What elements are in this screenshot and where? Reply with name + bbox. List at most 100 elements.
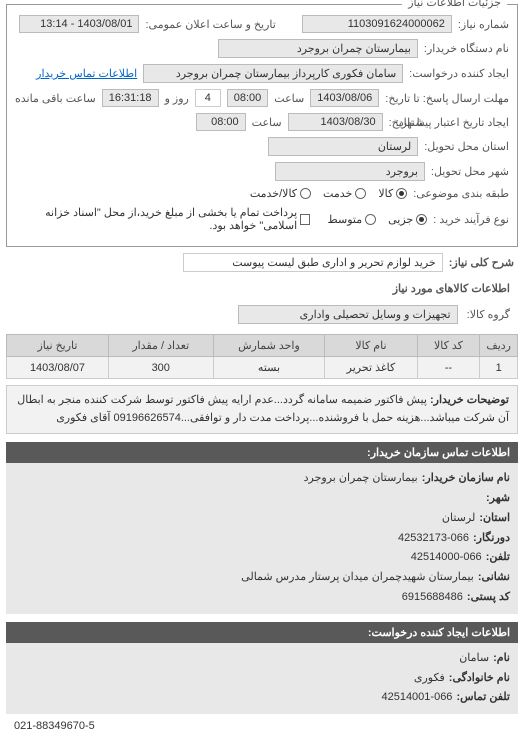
td-date: 1403/08/07: [7, 357, 109, 379]
bottom-phone: 021-88349670-5: [6, 720, 518, 732]
radio-both-label: کالا/خدمت: [250, 187, 297, 200]
creator-value: سامان فکوری کارپرداز بیمارستان چمران برو…: [143, 64, 403, 83]
items-section-header: اطلاعات کالاهای مورد نیاز: [6, 278, 518, 299]
pay-checkbox[interactable]: [300, 214, 309, 225]
time-label-1: ساعت: [274, 92, 304, 105]
items-table: ردیف کد کالا نام کالا واحد شمارش تعداد /…: [6, 334, 518, 379]
days-label: روز و: [165, 92, 189, 105]
cc-name: سامان: [459, 649, 489, 669]
th-unit: واحد شمارش: [213, 335, 325, 357]
row-validity: ایجاد تاریخ اعتبار پیشنهاد: تا تاریخ: 14…: [15, 113, 509, 131]
city-value: بروجرد: [275, 162, 425, 181]
buyer-org-label: نام دستگاه خریدار:: [424, 42, 509, 55]
row-city: شهر محل تحویل: بروجرد: [15, 162, 509, 181]
subject-class-label: طبقه بندی موضوعی:: [413, 187, 509, 200]
contact-buyer-header: اطلاعات تماس سازمان خریدار:: [6, 442, 518, 463]
subject-radio-group: کالا خدمت کالا/خدمت: [250, 187, 407, 200]
row-need-no: شماره نیاز: 1103091624000062 تاریخ و ساع…: [15, 15, 509, 33]
radio-medium-item[interactable]: متوسط: [328, 213, 377, 226]
cb-state: لرستان: [442, 509, 475, 529]
cb-fax-label: دورنگار:: [473, 529, 510, 549]
cc-tel: 42514001-066: [381, 688, 452, 708]
cc-family-label: نام خانوادگی:: [449, 669, 510, 689]
row-buy-type: نوع فرآیند خرید : جزیی متوسط پرداخت تمام…: [15, 206, 509, 232]
description-box: توضیحات خریدار: پیش فاکتور ضمیمه سامانه …: [6, 385, 518, 434]
datetime-value: 1403/08/01 - 13:14: [19, 15, 139, 33]
city-label: شهر محل تحویل:: [431, 165, 509, 178]
state-value: لرستان: [268, 137, 418, 156]
radio-partial[interactable]: [416, 214, 427, 225]
deadline-time: 08:00: [227, 89, 269, 107]
time-label-2: ساعت: [252, 116, 282, 129]
deadline-date: 1403/08/06: [310, 89, 379, 107]
radio-service-item[interactable]: خدمت: [323, 187, 366, 200]
row-need-desc: شرح کلی نیاز: خرید لوازم تحریر و اداری ط…: [10, 253, 514, 272]
cb-addr: بیمارستان شهیدچمران میدان پرستار مدرس شم…: [241, 568, 474, 588]
group-value: تجهیزات و وسایل تحصیلی واداری: [238, 305, 458, 324]
radio-service-label: خدمت: [323, 187, 352, 200]
datetime-label: تاریخ و ساعت اعلان عمومی:: [145, 18, 275, 31]
panel-title: جزئیات اطلاعات نیاز: [402, 0, 507, 9]
td-name: کاغذ تحریر: [325, 357, 417, 379]
need-no-label: شماره نیاز:: [458, 18, 509, 31]
cb-postal: 6915688486: [402, 588, 463, 608]
td-row-no: 1: [480, 357, 518, 379]
row-state: استان محل تحویل: لرستان: [15, 137, 509, 156]
radio-medium[interactable]: [365, 214, 376, 225]
buy-type-radio-group: جزیی متوسط: [328, 213, 428, 226]
radio-partial-item[interactable]: جزیی: [388, 213, 427, 226]
cb-tel-label: تلفن:: [486, 548, 510, 568]
radio-service[interactable]: [355, 188, 366, 199]
need-no-value: 1103091624000062: [302, 15, 452, 33]
cb-org-label: نام سازمان خریدار:: [422, 469, 510, 489]
validity-label: تا تاریخ:: [389, 116, 423, 129]
radio-medium-label: متوسط: [328, 213, 363, 226]
state-label: استان محل تحویل:: [424, 140, 509, 153]
group-row: گروه کالا: تجهیزات و وسایل تحصیلی واداری: [6, 301, 518, 328]
row-buyer-org: نام دستگاه خریدار: بیمارستان چمران بروجر…: [15, 39, 509, 58]
buyer-org-value: بیمارستان چمران بروجرد: [218, 39, 418, 58]
contact-creator-section: اطلاعات ایجاد کننده درخواست: نام:سامان ن…: [6, 622, 518, 714]
th-name: نام کالا: [325, 335, 417, 357]
contact-creator-body: نام:سامان نام خانوادگی:فکوری تلفن تماس:4…: [6, 643, 518, 714]
deadline-label: مهلت ارسال پاسخ: تا تاریخ:: [385, 92, 509, 105]
row-deadline: مهلت ارسال پاسخ: تا تاریخ: 1403/08/06 سا…: [15, 89, 509, 107]
creator-label: ایجاد کننده درخواست:: [409, 67, 509, 80]
cb-state-label: استان:: [479, 509, 510, 529]
cb-addr-label: نشانی:: [478, 568, 510, 588]
contact-buyer-body: نام سازمان خریدار:بیمارستان چمران بروجرد…: [6, 463, 518, 614]
contact-creator-header: اطلاعات ایجاد کننده درخواست:: [6, 622, 518, 643]
group-label: گروه کالا:: [467, 309, 510, 321]
table-row: 1 -- کاغذ تحریر بسته 300 1403/08/07: [7, 357, 518, 379]
contact-buyer-link[interactable]: اطلاعات تماس خریدار: [36, 67, 137, 80]
remain-time: 16:31:18: [102, 89, 159, 107]
remain-label: ساعت باقی مانده: [15, 92, 96, 105]
description-label: توضیحات خریدار:: [430, 394, 509, 406]
cb-postal-label: کد پستی:: [467, 588, 510, 608]
td-unit: بسته: [213, 357, 325, 379]
cc-family: فکوری: [414, 669, 445, 689]
details-panel: جزئیات اطلاعات نیاز شماره نیاز: 11030916…: [6, 4, 518, 247]
radio-partial-label: جزیی: [388, 213, 413, 226]
cb-tel: 42514000-066: [411, 548, 482, 568]
th-row-no: ردیف: [480, 335, 518, 357]
radio-goods[interactable]: [396, 188, 407, 199]
cc-name-label: نام:: [493, 649, 510, 669]
buy-type-label: نوع فرآیند خرید :: [433, 213, 509, 226]
pay-note: پرداخت تمام یا بخشی از مبلغ خرید،از محل …: [15, 206, 297, 232]
radio-both-item[interactable]: کالا/خدمت: [250, 187, 311, 200]
radio-goods-item[interactable]: کالا: [378, 187, 407, 200]
td-qty: 300: [108, 357, 213, 379]
table-header-row: ردیف کد کالا نام کالا واحد شمارش تعداد /…: [7, 335, 518, 357]
th-date: تاریخ نیاز: [7, 335, 109, 357]
cc-tel-label: تلفن تماس:: [456, 688, 510, 708]
radio-both[interactable]: [300, 188, 311, 199]
row-subject-class: طبقه بندی موضوعی: کالا خدمت کالا/خدمت: [15, 187, 509, 200]
pay-note-item: پرداخت تمام یا بخشی از مبلغ خرید،از محل …: [15, 206, 310, 232]
th-code: کد کالا: [417, 335, 480, 357]
cb-org: بیمارستان چمران بروجرد: [304, 469, 418, 489]
days-remaining: 4: [195, 89, 221, 107]
need-desc-label: شرح کلی نیاز:: [449, 256, 514, 269]
th-qty: تعداد / مقدار: [108, 335, 213, 357]
row-creator: ایجاد کننده درخواست: سامان فکوری کارپردا…: [15, 64, 509, 83]
